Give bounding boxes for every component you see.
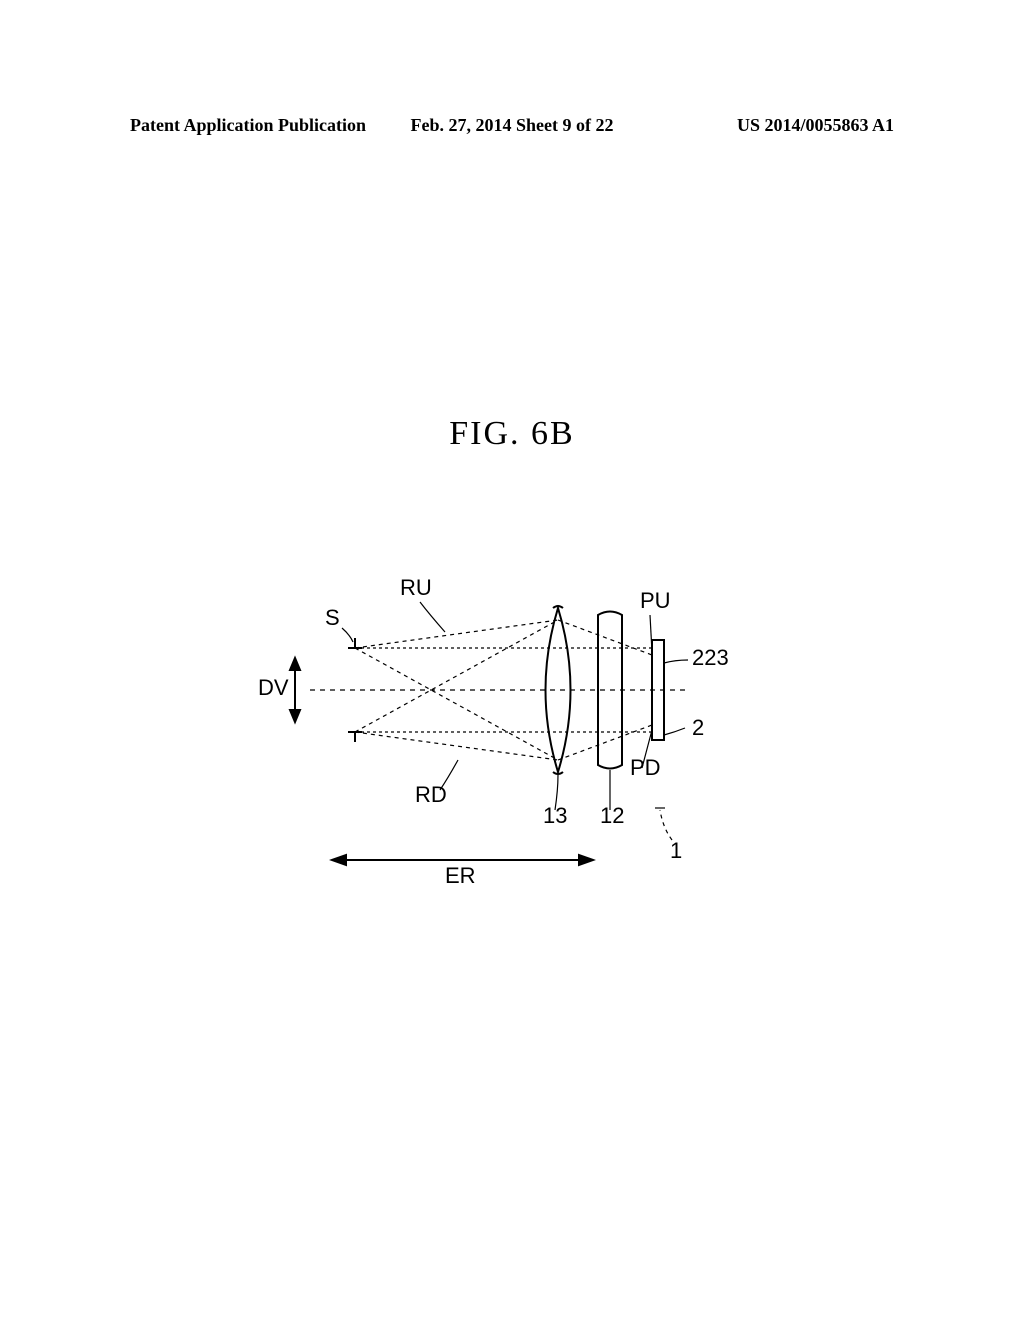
- label-s: S: [325, 605, 340, 631]
- label-ru: RU: [400, 575, 432, 601]
- label-er: ER: [445, 863, 476, 889]
- label-pu: PU: [640, 588, 671, 614]
- diagram-svg: [280, 560, 780, 960]
- label-12: 12: [600, 803, 624, 829]
- patent-page: Patent Application Publication Feb. 27, …: [0, 0, 1024, 1320]
- header-docnum: US 2014/0055863 A1: [737, 115, 894, 136]
- dv-arrow: [290, 658, 300, 722]
- figure-title: FIG. 6B: [449, 415, 574, 453]
- header-sheet: Feb. 27, 2014 Sheet 9 of 22: [411, 115, 614, 136]
- label-pd: PD: [630, 755, 661, 781]
- label-2: 2: [692, 715, 704, 741]
- label-rd: RD: [415, 782, 447, 808]
- header-publication: Patent Application Publication: [130, 115, 366, 136]
- lens-13: [546, 606, 571, 774]
- leader-lines: [342, 602, 688, 840]
- label-1: 1: [670, 838, 682, 864]
- label-223: 223: [692, 645, 729, 671]
- optical-diagram: RU PU S DV 223 2 RD PD 13 12 ER 1: [280, 560, 780, 960]
- label-dv: DV: [258, 675, 289, 701]
- label-13: 13: [543, 803, 567, 829]
